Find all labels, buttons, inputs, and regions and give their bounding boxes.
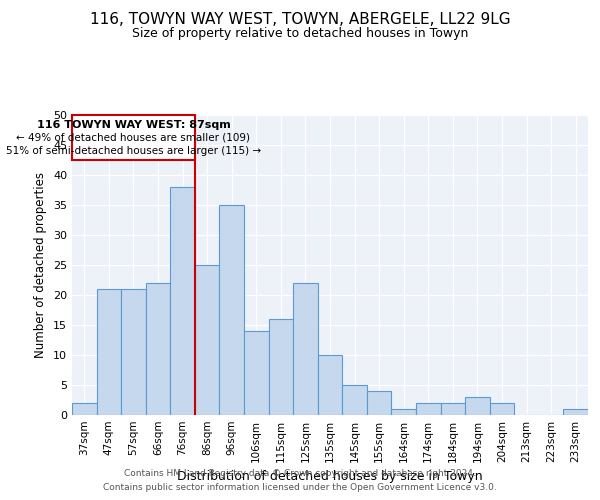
Bar <box>170 187 195 415</box>
Bar <box>416 403 440 415</box>
Bar <box>440 403 465 415</box>
Text: 51% of semi-detached houses are larger (115) →: 51% of semi-detached houses are larger (… <box>6 146 261 156</box>
Bar <box>465 397 490 415</box>
Bar <box>195 265 220 415</box>
FancyBboxPatch shape <box>72 115 195 160</box>
Bar <box>244 331 269 415</box>
X-axis label: Distribution of detached houses by size in Towyn: Distribution of detached houses by size … <box>177 470 483 484</box>
Bar <box>563 409 588 415</box>
Bar <box>318 355 342 415</box>
Bar <box>342 385 367 415</box>
Bar <box>269 319 293 415</box>
Text: Contains HM Land Registry data © Crown copyright and database right 2024.: Contains HM Land Registry data © Crown c… <box>124 468 476 477</box>
Bar <box>367 391 391 415</box>
Bar <box>490 403 514 415</box>
Text: 116, TOWYN WAY WEST, TOWYN, ABERGELE, LL22 9LG: 116, TOWYN WAY WEST, TOWYN, ABERGELE, LL… <box>89 12 511 28</box>
Bar <box>72 403 97 415</box>
Bar <box>97 289 121 415</box>
Bar <box>121 289 146 415</box>
Text: 116 TOWYN WAY WEST: 87sqm: 116 TOWYN WAY WEST: 87sqm <box>37 120 230 130</box>
Text: Size of property relative to detached houses in Towyn: Size of property relative to detached ho… <box>132 28 468 40</box>
Bar <box>220 205 244 415</box>
Text: Contains public sector information licensed under the Open Government Licence v3: Contains public sector information licen… <box>103 484 497 492</box>
Bar <box>293 283 318 415</box>
Y-axis label: Number of detached properties: Number of detached properties <box>34 172 47 358</box>
Bar <box>146 283 170 415</box>
Bar <box>391 409 416 415</box>
Text: ← 49% of detached houses are smaller (109): ← 49% of detached houses are smaller (10… <box>16 133 250 143</box>
